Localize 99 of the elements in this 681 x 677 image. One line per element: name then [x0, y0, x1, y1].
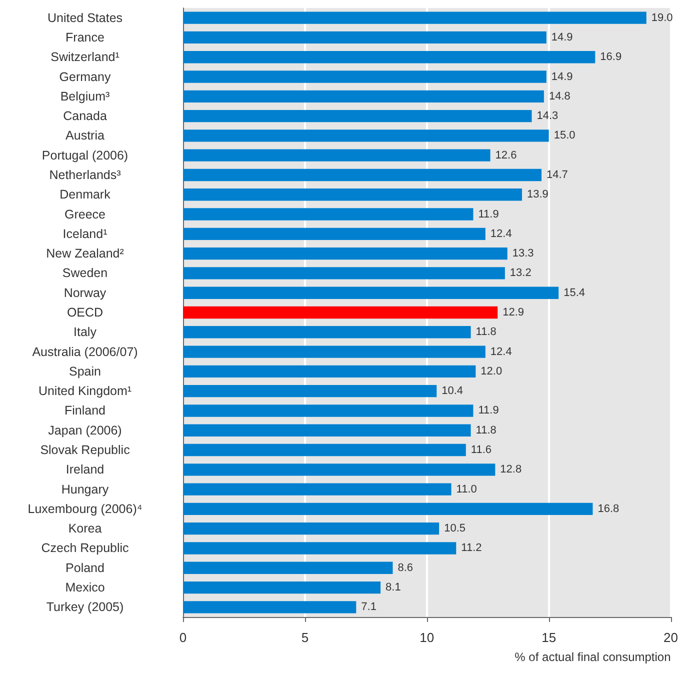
y-tick-label: Belgium³ [60, 89, 110, 104]
y-tick-label: Austria [66, 128, 104, 143]
data-label: 19.0 [651, 12, 673, 24]
bar [183, 228, 486, 240]
y-tick-label: Czech Republic [41, 541, 129, 556]
data-label: 16.9 [600, 51, 622, 64]
data-label: 13.2 [510, 267, 532, 280]
y-tick-label: Portugal (2006) [42, 148, 128, 162]
bar [183, 90, 544, 102]
x-axis-title: % of actual final consumption [514, 650, 671, 664]
bar [183, 464, 496, 476]
bar [183, 581, 381, 594]
x-tick-label: 15 [542, 630, 556, 645]
data-label: 12.0 [480, 365, 502, 378]
y-tick-label: Norway [64, 286, 107, 300]
bar [183, 483, 452, 496]
x-tick-label: 20 [664, 630, 678, 645]
bar [183, 70, 546, 83]
data-label: 11.8 [476, 424, 496, 436]
data-label: 7.1 [361, 601, 376, 614]
y-tick-label: OECD [66, 306, 104, 320]
y-tick-label: Greece [64, 207, 106, 222]
data-label: 10.4 [442, 385, 464, 398]
bar [183, 31, 546, 44]
y-tick-label: Hungary [61, 482, 110, 496]
bar [183, 346, 486, 358]
y-tick-label: New Zealand² [46, 246, 124, 261]
y-tick-label: Finland [64, 404, 106, 418]
y-tick-label: Poland [66, 560, 104, 575]
data-label: 8.1 [386, 582, 401, 594]
bar [183, 286, 559, 299]
bar [183, 188, 522, 201]
y-tick-label: United Kingdom¹ [38, 384, 132, 398]
bar [183, 247, 508, 260]
y-tick-label: Slovak Republic [40, 443, 130, 458]
bar [183, 267, 505, 280]
data-label: 15.0 [554, 130, 576, 142]
bar [183, 208, 474, 220]
y-tick-label: Ireland [66, 462, 104, 477]
data-label: 11.9 [478, 208, 499, 220]
y-tick-label: Canada [63, 109, 107, 124]
data-label: 12.9 [502, 306, 524, 318]
bar [183, 384, 437, 398]
y-tick-label: Luxembourg (2006)⁴ [28, 502, 142, 516]
data-label: 11.0 [456, 483, 477, 496]
bar [183, 51, 596, 64]
bar [183, 502, 593, 516]
y-tick-label: United States [47, 10, 123, 25]
x-tick-label: 10 [420, 630, 434, 645]
y-tick-label: Switzerland¹ [50, 50, 120, 64]
y-tick-label: Mexico [65, 580, 105, 595]
bar [183, 168, 542, 182]
data-label: 11.2 [461, 542, 482, 554]
bar [183, 149, 490, 162]
bar [183, 130, 549, 142]
bar [183, 424, 471, 436]
data-label: 15.4 [564, 286, 586, 299]
bar [183, 326, 471, 338]
y-tick-label: Netherlands³ [49, 168, 121, 182]
data-label: 11.8 [476, 326, 496, 338]
y-tick-label: Germany [59, 70, 112, 84]
data-label: 11.9 [478, 404, 499, 417]
bar [183, 542, 456, 554]
data-label: 10.5 [444, 522, 466, 535]
x-tick-label: 5 [301, 630, 309, 645]
bar [183, 365, 476, 378]
bar [183, 404, 474, 417]
data-label: 12.6 [495, 149, 517, 162]
data-label: 14.8 [548, 90, 570, 102]
data-label: 14.7 [546, 168, 568, 181]
y-tick-label: Denmark [60, 188, 112, 202]
y-tick-label: Spain [69, 364, 102, 378]
y-tick-label: Sweden [62, 266, 108, 280]
y-tick-label: Korea [68, 522, 102, 536]
y-tick-label: Italy [74, 325, 98, 340]
x-tick-label: 0 [179, 630, 187, 645]
data-label: 12.4 [490, 228, 512, 240]
y-tick-label: Australia (2006/07) [32, 344, 138, 359]
y-tick-label: France [66, 30, 104, 44]
bar [183, 110, 532, 122]
bar [183, 601, 356, 614]
bar [183, 522, 440, 535]
data-label: 13.9 [527, 188, 548, 201]
data-label: 8.6 [398, 562, 414, 574]
bar [183, 444, 466, 456]
data-label: 14.9 [551, 70, 573, 83]
bar [183, 306, 498, 319]
data-label: 14.9 [551, 31, 573, 44]
data-label: 16.8 [598, 502, 620, 515]
data-label: 12.4 [490, 346, 512, 358]
data-label: 13.3 [512, 248, 534, 260]
bar [183, 562, 393, 574]
data-label: 14.3 [536, 110, 558, 122]
y-tick-label: Iceland¹ [62, 226, 108, 241]
data-label: 11.6 [470, 444, 492, 456]
y-tick-label: Japan (2006) [48, 423, 122, 438]
y-tick-label: Turkey (2005) [46, 600, 124, 614]
bar [183, 12, 646, 24]
data-label: 12.8 [500, 464, 522, 476]
